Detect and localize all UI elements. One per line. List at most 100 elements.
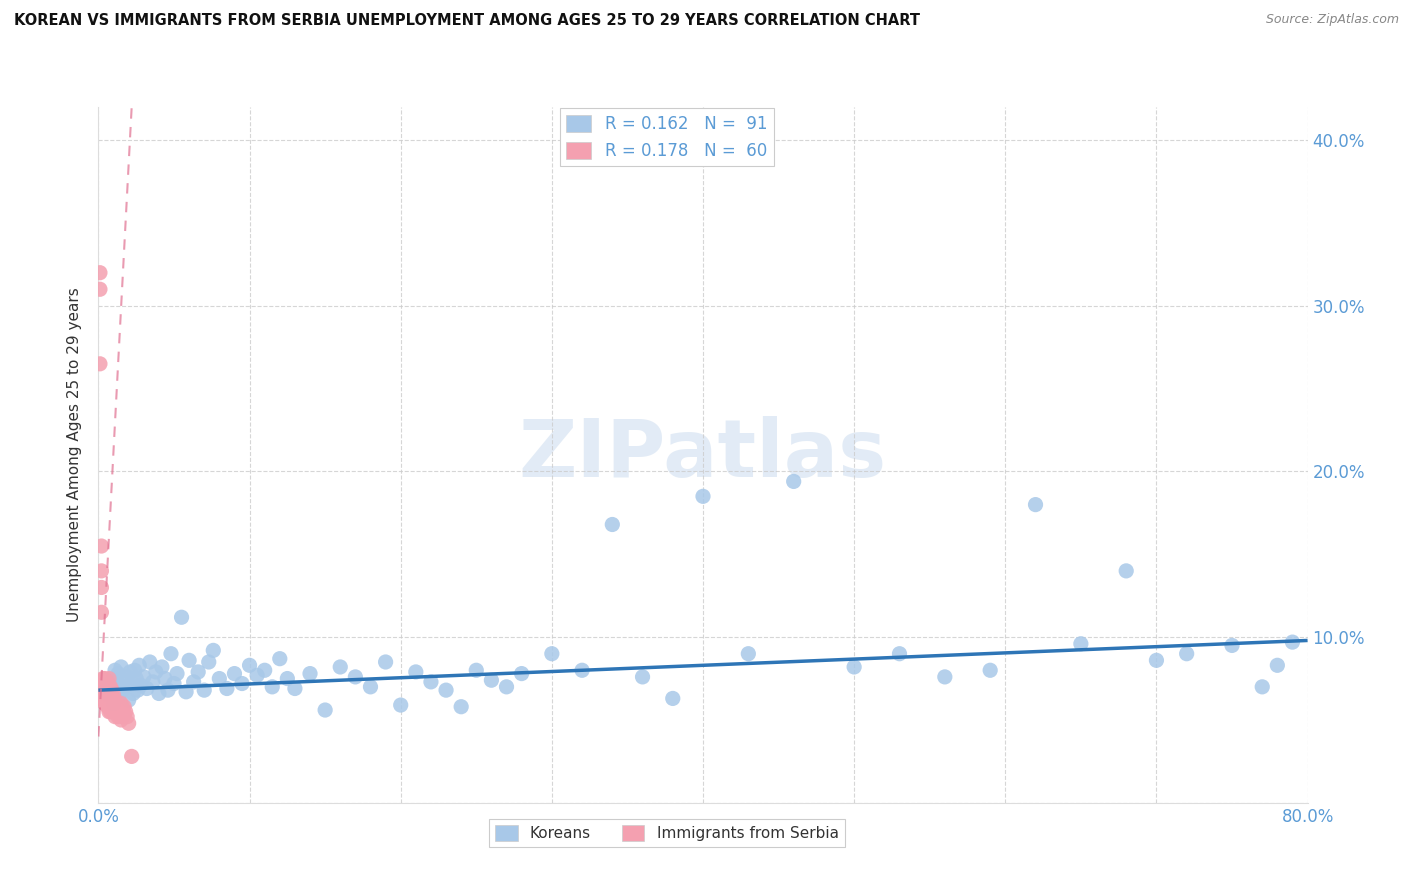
Point (142, 674, 165, 689)
Point (889, 647, 911, 661)
Point (90, 539, 112, 553)
Point (108, 688, 131, 702)
Point (540, 647, 562, 661)
Point (115, 670, 138, 684)
Point (107, 709, 129, 723)
Point (93, 672, 115, 686)
Point (94, 680, 117, 694)
Point (108, 708, 131, 723)
Point (128, 658, 150, 673)
Point (89, 357, 111, 371)
Point (202, 643, 225, 657)
Point (96, 674, 118, 689)
Point (284, 681, 307, 696)
Point (111, 701, 134, 715)
Point (135, 681, 157, 696)
Point (91, 683, 114, 698)
Point (100, 705, 122, 719)
Point (215, 681, 238, 696)
Text: Source: ZipAtlas.com: Source: ZipAtlas.com (1265, 13, 1399, 27)
Point (139, 655, 162, 669)
Point (100, 688, 122, 702)
Point (114, 705, 136, 719)
Point (127, 683, 149, 698)
Point (844, 660, 866, 674)
Point (101, 683, 124, 698)
Point (89, 266, 111, 280)
Text: KOREAN VS IMMIGRANTS FROM SERBIA UNEMPLOYMENT AMONG AGES 25 TO 29 YEARS CORRELAT: KOREAN VS IMMIGRANTS FROM SERBIA UNEMPLO… (14, 13, 920, 29)
Point (160, 647, 183, 661)
Point (98, 691, 121, 706)
Point (148, 686, 170, 700)
Point (692, 489, 714, 503)
Point (187, 665, 209, 679)
Point (208, 672, 231, 686)
Point (405, 665, 427, 679)
Point (98, 705, 121, 719)
Point (344, 670, 367, 684)
Point (110, 697, 132, 711)
Point (1024, 498, 1046, 512)
Point (276, 672, 298, 686)
Point (132, 670, 155, 684)
Point (110, 660, 132, 674)
Point (197, 655, 219, 669)
Point (170, 610, 193, 624)
Point (631, 670, 654, 684)
Point (374, 655, 396, 669)
Point (262, 680, 284, 694)
Point (239, 658, 262, 673)
Point (269, 651, 291, 665)
Point (118, 693, 141, 707)
Point (108, 699, 131, 714)
Point (163, 676, 186, 690)
Point (96, 693, 118, 707)
Point (107, 701, 129, 715)
Point (91, 688, 114, 702)
Point (112, 708, 135, 723)
Point (93, 680, 115, 694)
Point (246, 668, 269, 682)
Text: ZIPatlas: ZIPatlas (519, 416, 887, 494)
Point (571, 663, 593, 677)
Point (89, 282, 111, 296)
Point (114, 680, 136, 694)
Legend: Koreans, Immigrants from Serbia: Koreans, Immigrants from Serbia (489, 819, 845, 847)
Point (94, 680, 117, 694)
Point (103, 705, 125, 719)
Point (103, 697, 125, 711)
Point (115, 709, 138, 723)
Point (389, 698, 412, 712)
Point (104, 693, 127, 707)
Point (101, 683, 124, 698)
Point (510, 666, 533, 681)
Point (193, 683, 215, 698)
Point (100, 676, 122, 690)
Point (979, 663, 1001, 677)
Point (107, 666, 129, 681)
Point (224, 666, 246, 681)
Y-axis label: Unemployment Among Ages 25 to 29 years: Unemployment Among Ages 25 to 29 years (67, 287, 83, 623)
Point (94, 683, 117, 698)
Point (94, 676, 117, 690)
Point (112, 673, 135, 688)
Point (179, 653, 201, 667)
Point (94, 688, 117, 702)
Point (360, 680, 382, 694)
Point (166, 666, 188, 681)
Point (111, 709, 134, 723)
Point (1267, 658, 1289, 673)
Point (90, 581, 112, 595)
Point (100, 697, 122, 711)
Point (934, 670, 956, 684)
Point (91, 672, 114, 686)
Point (1220, 639, 1243, 653)
Point (93, 697, 115, 711)
Point (103, 697, 125, 711)
Point (495, 680, 517, 694)
Point (253, 663, 276, 677)
Point (450, 699, 472, 714)
Point (1281, 635, 1303, 649)
Point (112, 699, 135, 714)
Point (299, 666, 322, 681)
